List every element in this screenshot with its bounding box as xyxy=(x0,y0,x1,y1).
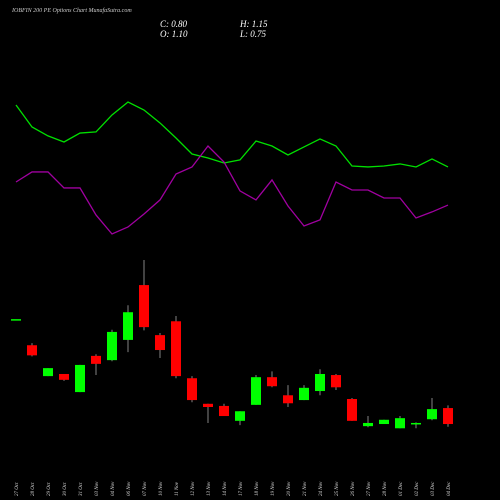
candle-body xyxy=(379,419,389,425)
candle-body xyxy=(75,364,85,393)
candle-body xyxy=(171,321,181,377)
candle-body xyxy=(363,422,373,427)
open-label: O: 1.10 xyxy=(160,29,188,39)
x-tick-label: 31 Oct xyxy=(79,482,84,496)
x-tick-label: 30 Oct xyxy=(63,482,68,496)
close-label: C: 0.80 xyxy=(160,19,188,29)
x-tick-label: 12 Nov xyxy=(191,481,196,496)
x-tick-label: 04 Dec xyxy=(447,481,452,496)
x-tick-label: 17 Nov xyxy=(239,481,244,496)
x-tick-label: 27 Nov xyxy=(367,481,372,496)
candle-body xyxy=(427,409,437,420)
indicator-line xyxy=(15,101,449,168)
x-tick-label: 18 Nov xyxy=(255,481,260,496)
x-tick-label: 03 Dec xyxy=(431,481,436,496)
x-tick-label: 03 Nov xyxy=(95,481,100,496)
x-tick-label: 25 Nov xyxy=(335,481,340,496)
x-tick-label: 28 Nov xyxy=(383,481,388,496)
candle-body xyxy=(27,345,37,356)
candle-body xyxy=(107,331,117,361)
x-tick-label: 11 Nov xyxy=(175,481,180,496)
candle-body xyxy=(203,403,213,407)
x-tick-label: 19 Nov xyxy=(271,481,276,496)
x-tick-label: 10 Nov xyxy=(159,481,164,496)
x-tick-label: 14 Nov xyxy=(223,481,228,496)
candle-body xyxy=(395,418,405,429)
candle-body xyxy=(443,408,453,425)
candle-body xyxy=(251,377,261,405)
x-tick-label: 01 Dec xyxy=(399,481,404,496)
x-tick-label: 04 Nov xyxy=(111,481,116,496)
chart-title: IOBFIN 200 PE Options Chart MunafaSutra.… xyxy=(11,7,132,14)
x-tick-label: 29 Oct xyxy=(47,482,52,496)
x-tick-label: 21 Nov xyxy=(303,481,308,496)
candle-body xyxy=(219,405,229,417)
candle-body xyxy=(155,335,165,351)
candle-body xyxy=(91,355,101,364)
high-label: H: 1.15 xyxy=(239,19,268,29)
candle-body xyxy=(139,285,149,328)
x-tick-label: 20 Nov xyxy=(287,481,292,496)
candle-body xyxy=(267,377,277,387)
candle-body xyxy=(347,399,357,421)
indicator-line xyxy=(15,145,449,235)
x-tick-label: 02 Dec xyxy=(415,481,420,496)
candle-body xyxy=(283,395,293,404)
candle-body xyxy=(123,312,133,340)
x-tick-label: 24 Nov xyxy=(319,481,324,496)
candle-body xyxy=(43,368,53,377)
candle-body xyxy=(187,378,197,401)
x-tick-label: 06 Nov xyxy=(127,481,132,496)
x-tick-label: 27 Oct xyxy=(15,482,20,496)
candle-body xyxy=(411,422,421,425)
x-tick-label: 28 Oct xyxy=(31,482,36,496)
low-label: L: 0.75 xyxy=(239,29,267,39)
x-tick-label: 13 Nov xyxy=(207,481,212,496)
candle-body xyxy=(315,373,325,392)
candle-body xyxy=(235,411,245,421)
candle-body xyxy=(331,375,341,388)
candle-body xyxy=(299,387,309,401)
x-tick-label: 26 Nov xyxy=(351,481,356,496)
x-tick-label: 07 Nov xyxy=(143,481,148,496)
candle-body xyxy=(59,373,69,380)
candle-body xyxy=(11,319,21,321)
